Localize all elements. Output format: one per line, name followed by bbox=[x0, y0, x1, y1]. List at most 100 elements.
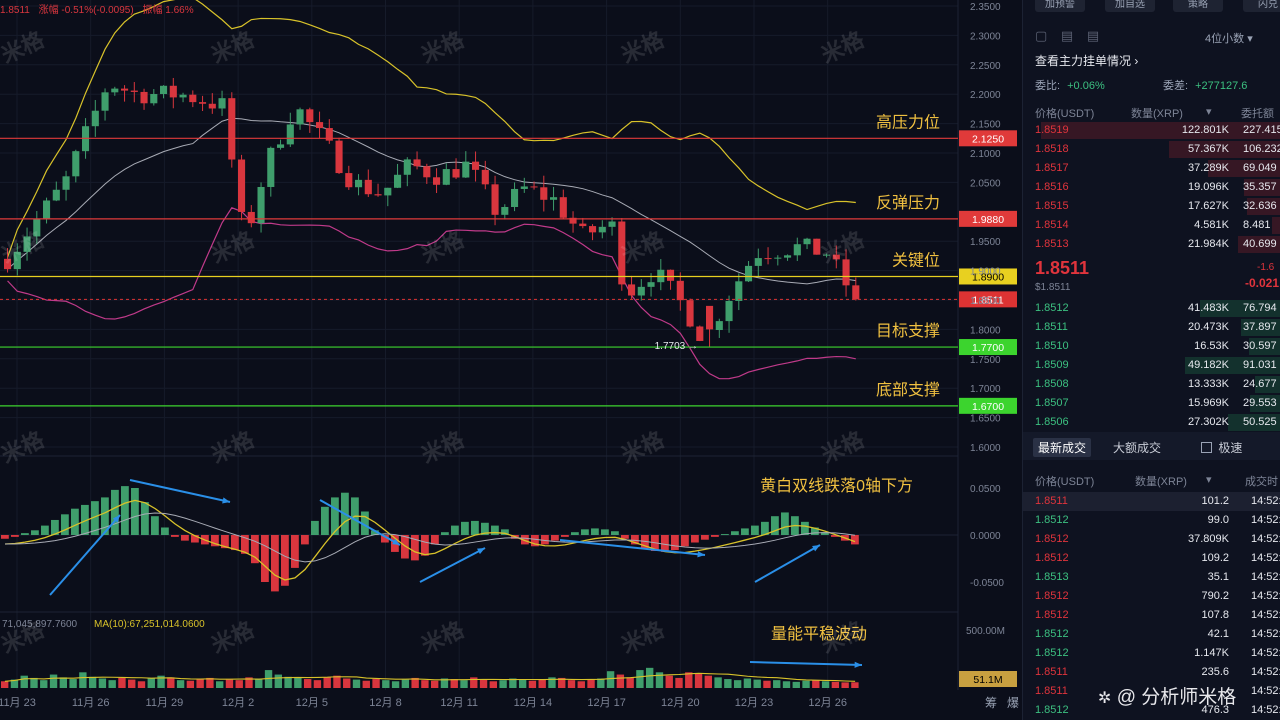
candle-body bbox=[72, 151, 80, 177]
macd-histogram-bar bbox=[781, 512, 789, 535]
checkbox-icon[interactable] bbox=[1201, 442, 1212, 453]
bid-price: 1.8507 bbox=[1035, 397, 1069, 409]
ask-total: 35.357 bbox=[1243, 181, 1277, 193]
ask-row[interactable]: 1.8518 57.367K 106.232 bbox=[1023, 140, 1280, 159]
volume-bar bbox=[49, 674, 58, 688]
y-tick-label: 1.8500 bbox=[970, 296, 1001, 307]
bid-row[interactable]: 1.8511 20.473K 37.897 bbox=[1023, 318, 1280, 337]
bid-row[interactable]: 1.8508 13.333K 24.677 bbox=[1023, 375, 1280, 394]
volume-bar bbox=[499, 680, 507, 688]
ask-price: 1.8519 bbox=[1035, 124, 1069, 136]
trades-header-qty[interactable]: 数量(XRP) bbox=[1135, 476, 1187, 488]
bid-row[interactable]: 1.8510 16.53K 30.597 bbox=[1023, 337, 1280, 356]
header-qty[interactable]: 数量(XRP) bbox=[1131, 108, 1183, 120]
ask-price: 1.8515 bbox=[1035, 200, 1069, 212]
bid-row[interactable]: 1.8509 49.182K 91.031 bbox=[1023, 356, 1280, 375]
macd-histogram-bar bbox=[611, 531, 619, 535]
order-diff: 委差: +277127.6 bbox=[1163, 77, 1247, 93]
chevron-right-icon: › bbox=[1134, 54, 1139, 68]
ask-row[interactable]: 1.8517 37.289K 69.049 bbox=[1023, 159, 1280, 178]
swap-button[interactable]: 闪兑 bbox=[1243, 0, 1280, 12]
strategy-button[interactable]: 策略 bbox=[1173, 0, 1223, 12]
candle-body bbox=[501, 206, 509, 215]
volume-bar bbox=[255, 678, 263, 688]
volume-bar bbox=[225, 679, 234, 688]
volume-bar bbox=[391, 681, 400, 688]
bid-row[interactable]: 1.8507 15.969K 29.553 bbox=[1023, 394, 1280, 413]
alert-button[interactable]: 加预警 bbox=[1035, 0, 1085, 12]
candle-body bbox=[540, 187, 548, 200]
bid-total: 50.525 bbox=[1243, 416, 1277, 428]
macd-histogram-bar bbox=[551, 535, 559, 541]
watchlist-button[interactable]: 加自选 bbox=[1105, 0, 1155, 12]
trades-header-price: 价格(USDT) bbox=[1035, 476, 1095, 488]
main-orders-link[interactable]: 查看主力挂单情况 › bbox=[1035, 52, 1138, 69]
layout-icon-3[interactable]: ▤ bbox=[1086, 28, 1100, 43]
volume-bar bbox=[196, 679, 204, 688]
trade-price: 1.8511 bbox=[1035, 666, 1068, 678]
candle-body bbox=[550, 197, 558, 200]
candle-body bbox=[91, 110, 99, 127]
ratio-label: 委比: bbox=[1035, 80, 1061, 92]
volume-bar bbox=[40, 680, 48, 688]
depth-bar bbox=[1246, 198, 1280, 215]
candle-body bbox=[764, 258, 772, 260]
ask-row[interactable]: 1.8519 122.801K 227.415 bbox=[1023, 121, 1280, 140]
trade-row: 1.8512 790.2 14:52: bbox=[1023, 587, 1280, 606]
ask-row[interactable]: 1.8515 17.627K 32.636 bbox=[1023, 197, 1280, 216]
trades-header: 价格(USDT) 数量(XRP) ▾ 成交时 bbox=[1023, 470, 1280, 489]
candle-body bbox=[169, 85, 177, 98]
ask-qty: 57.367K bbox=[1188, 143, 1229, 155]
price-chart[interactable]: 2.1250 高压力位 1.9880 反弹压力 1.8900 关键位 1.7700 目标支撑 1… bbox=[0, 0, 1022, 720]
macd-histogram-bar bbox=[371, 530, 379, 535]
volume-bar bbox=[606, 671, 615, 688]
candle-body bbox=[472, 161, 480, 170]
y-tick-label: 1.9500 bbox=[970, 237, 1001, 248]
volume-bar bbox=[382, 680, 390, 688]
ask-row[interactable]: 1.8516 19.096K 35.357 bbox=[1023, 178, 1280, 197]
candle-body bbox=[335, 140, 343, 174]
trade-time: 14:52: bbox=[1251, 685, 1280, 697]
bid-row[interactable]: 1.8512 41.483K 76.794 bbox=[1023, 299, 1280, 318]
volume-bar bbox=[479, 679, 488, 688]
fast-mode-toggle[interactable]: 极速 bbox=[1201, 439, 1242, 456]
trade-qty: 42.1 bbox=[1207, 628, 1229, 640]
candle-body bbox=[394, 174, 402, 188]
level-annotation: 关键位 bbox=[892, 251, 940, 269]
candle-body bbox=[179, 94, 187, 98]
last-price-usd: $1.8511 bbox=[1035, 282, 1071, 293]
macd-histogram-bar bbox=[281, 535, 289, 586]
volume-bar bbox=[567, 680, 576, 688]
ask-qty: 4.581K bbox=[1194, 219, 1229, 231]
ask-row[interactable]: 1.8513 21.984K 40.699 bbox=[1023, 235, 1280, 254]
tab-latest-trades[interactable]: 最新成交 bbox=[1033, 438, 1092, 457]
tab-large-trades[interactable]: 大额成交 bbox=[1113, 441, 1162, 455]
trend-arrowhead bbox=[854, 661, 862, 668]
candle-body bbox=[423, 166, 431, 178]
candle-body bbox=[686, 300, 694, 327]
candle-body bbox=[754, 258, 762, 266]
trade-time: 14:52: bbox=[1251, 647, 1280, 659]
axis-tool-icon[interactable]: 爆 bbox=[1007, 696, 1019, 710]
price-level-label: 1.6700 bbox=[972, 401, 1004, 413]
candle-body bbox=[364, 179, 372, 195]
layout-icon-1[interactable]: ▢ bbox=[1035, 28, 1048, 43]
bid-row[interactable]: 1.8506 27.302K 50.525 bbox=[1023, 413, 1280, 432]
interval-select[interactable]: 4位小数 ▾ bbox=[1205, 30, 1253, 46]
trade-qty: 235.6 bbox=[1201, 666, 1229, 678]
macd-histogram-bar bbox=[101, 497, 109, 535]
macd-histogram-bar bbox=[61, 514, 69, 535]
ask-qty: 21.984K bbox=[1188, 238, 1229, 250]
volume-bar bbox=[841, 682, 849, 688]
volume-bar bbox=[792, 681, 800, 688]
axis-tool-icon[interactable]: 筹 bbox=[985, 696, 997, 710]
layout-icon-2[interactable]: ▤ bbox=[1060, 28, 1074, 43]
ask-row[interactable]: 1.8514 4.581K 8.481 bbox=[1023, 216, 1280, 235]
price-level-tag bbox=[959, 130, 1017, 147]
macd-histogram-bar bbox=[71, 508, 79, 535]
volume-bar bbox=[548, 677, 556, 688]
candle-body bbox=[725, 300, 733, 322]
macd-histogram-bar bbox=[231, 535, 239, 551]
candle-body bbox=[325, 128, 333, 141]
trade-price: 1.8512 bbox=[1035, 609, 1069, 621]
